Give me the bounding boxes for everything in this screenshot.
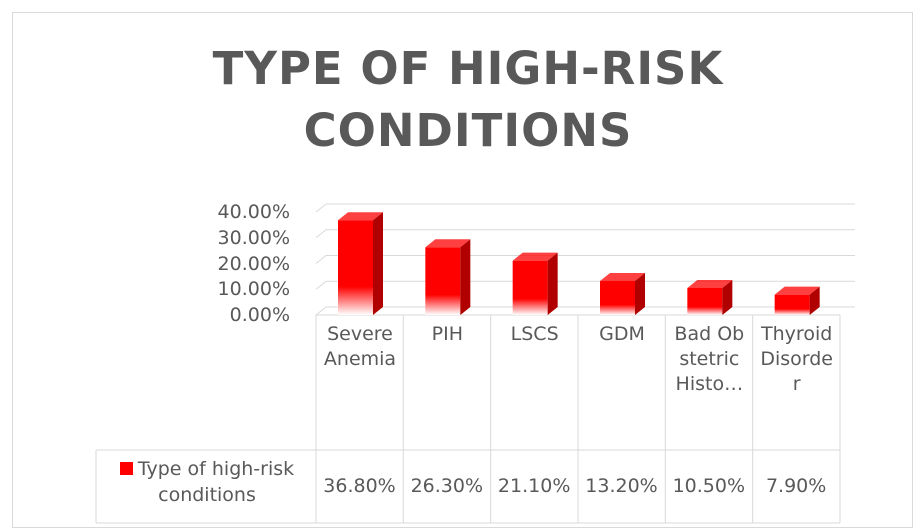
- x-tick-label: Severe Anemia: [323, 323, 397, 370]
- y-tick-label: 30.00%: [217, 226, 290, 249]
- x-tick-label: Thyroid Disorder: [760, 323, 833, 395]
- bar-top: [774, 286, 820, 295]
- bar: [687, 279, 733, 315]
- bar-top: [512, 252, 558, 261]
- grid-line: [315, 306, 855, 316]
- bar-side: [635, 273, 645, 315]
- chart-title: TYPE OF HIGH-RISK CONDITIONS: [212, 42, 724, 157]
- bar-front: [687, 287, 723, 315]
- y-tick-label: 0.00%: [229, 304, 290, 326]
- bar-front: [338, 220, 373, 315]
- data-label: 36.80%: [323, 475, 396, 497]
- bar-front: [774, 294, 810, 315]
- x-tick-label: PIH: [431, 323, 463, 345]
- data-label: 13.20%: [585, 475, 658, 497]
- grid-line: [315, 229, 855, 239]
- bar-side: [547, 252, 558, 315]
- x-tick-label: LSCS: [510, 323, 559, 345]
- y-tick-label: 10.00%: [217, 278, 290, 301]
- bar: [425, 239, 471, 315]
- data-label: 21.10%: [497, 475, 571, 497]
- bar-side: [373, 212, 383, 315]
- data-label: 10.50%: [672, 475, 746, 497]
- x-tick-label: Bad Obstetric Histo…: [674, 323, 745, 395]
- bar-top: [687, 279, 733, 288]
- data-table-lines: [95, 449, 840, 524]
- y-tick-label: 40.00%: [217, 201, 290, 223]
- grid-line: [315, 203, 855, 213]
- x-tick-label: GDM: [599, 323, 645, 345]
- data-label: 7.90%: [765, 475, 827, 497]
- bar-front: [600, 281, 635, 315]
- grid-line: [315, 280, 855, 290]
- legend-swatch: [119, 462, 133, 475]
- bar: [774, 286, 820, 315]
- bar-top: [425, 239, 471, 248]
- bar: [600, 273, 645, 315]
- bar-front: [425, 247, 461, 315]
- bar-top: [338, 212, 383, 221]
- bar-front: [512, 260, 548, 315]
- grid-line: [315, 255, 855, 264]
- bar: [338, 212, 383, 315]
- bar-side: [809, 286, 820, 315]
- bar: [512, 252, 558, 315]
- chart-border: [12, 12, 913, 528]
- legend-entry: Type of high-risk conditions: [100, 456, 314, 508]
- bar-side: [460, 239, 471, 315]
- legend-label: Type of high-risk conditions: [137, 458, 295, 506]
- bar-top: [600, 273, 645, 282]
- data-label: 26.30%: [410, 475, 484, 497]
- bar-side: [722, 279, 733, 315]
- y-tick-label: 20.00%: [217, 252, 290, 275]
